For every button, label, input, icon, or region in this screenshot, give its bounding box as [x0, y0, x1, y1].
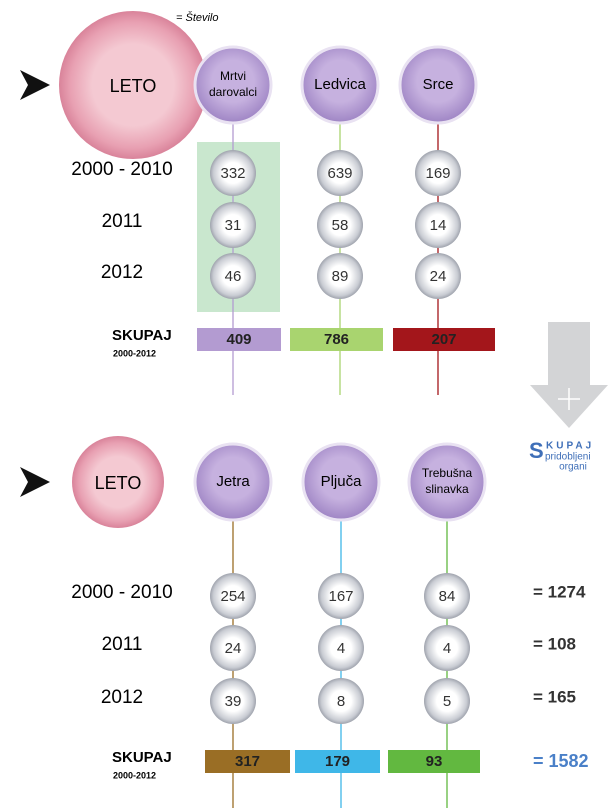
total-value: 786 [324, 331, 349, 348]
total-value: 409 [226, 331, 251, 348]
value: 254 [220, 588, 245, 605]
row-label: 2000 - 2010 [71, 159, 172, 180]
row-label: 2011 [102, 211, 143, 232]
value: 4 [443, 640, 451, 657]
header-label: LETO [110, 76, 157, 96]
down-arrow [530, 322, 608, 428]
column-label: Mrtvi [220, 69, 246, 83]
value: 39 [225, 693, 242, 710]
total-value: 179 [325, 753, 350, 770]
column-label: darovalci [209, 85, 257, 99]
note: = Število [176, 11, 219, 24]
value: 332 [220, 165, 245, 182]
value: 169 [425, 165, 450, 182]
total-value: 317 [235, 753, 260, 770]
value: 31 [225, 217, 242, 234]
total-sublabel: 2000-2012 [113, 770, 156, 780]
value: 24 [225, 640, 242, 657]
pointer-arrow [20, 467, 50, 497]
value: 14 [430, 217, 447, 234]
value: 24 [430, 268, 447, 285]
value: 8 [337, 693, 345, 710]
row-label: 2000 - 2010 [71, 582, 172, 603]
infographic: = Število S KUPAJ pridobljeni organi LET… [0, 0, 608, 808]
total-value: 93 [426, 753, 443, 770]
value: 58 [332, 217, 349, 234]
row-sum: = 165 [533, 687, 576, 706]
total-sublabel: 2000-2012 [113, 348, 156, 358]
total-label: SKUPAJ [112, 327, 172, 344]
side-initial: S [529, 438, 544, 463]
column-label: Trebušna [422, 466, 473, 480]
column-label: Srce [423, 76, 454, 93]
column-label: slinavka [425, 482, 469, 496]
total-value: 207 [431, 331, 456, 348]
total-label: SKUPAJ [112, 749, 172, 766]
header-label: LETO [95, 473, 142, 493]
value: 84 [439, 588, 456, 605]
value: 639 [327, 165, 352, 182]
row-label: 2012 [101, 687, 143, 708]
column-label: Jetra [216, 473, 250, 490]
row-sum: = 108 [533, 634, 576, 653]
value: 89 [332, 268, 349, 285]
side-line: organi [559, 462, 587, 473]
row-sum: = 1274 [533, 582, 586, 601]
side-word: KUPAJ [546, 441, 594, 452]
pointer-arrow [20, 70, 50, 100]
grand-total: = 1582 [533, 751, 589, 771]
column-label: Ledvica [314, 76, 366, 93]
row-label: 2012 [101, 262, 143, 283]
row-label: 2011 [102, 634, 143, 655]
value: 46 [225, 268, 242, 285]
column-label: Pljuča [321, 473, 363, 490]
value: 5 [443, 693, 451, 710]
value: 4 [337, 640, 345, 657]
value: 167 [328, 588, 353, 605]
